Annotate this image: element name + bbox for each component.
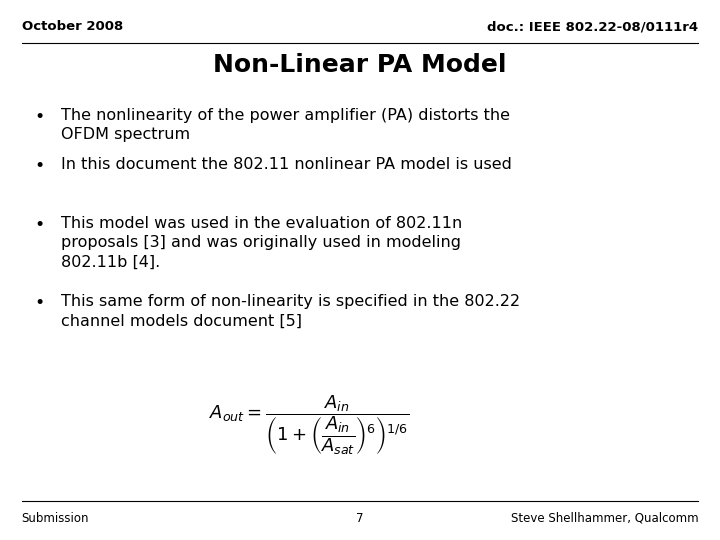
Text: Steve Shellhammer, Qualcomm: Steve Shellhammer, Qualcomm [510,512,698,525]
Text: October 2008: October 2008 [22,21,123,33]
Text: Non-Linear PA Model: Non-Linear PA Model [213,53,507,77]
Text: doc.: IEEE 802.22-08/0111r4: doc.: IEEE 802.22-08/0111r4 [487,21,698,33]
Text: The nonlinearity of the power amplifier (PA) distorts the
OFDM spectrum: The nonlinearity of the power amplifier … [61,108,510,142]
Text: This model was used in the evaluation of 802.11n
proposals [3] and was originall: This model was used in the evaluation of… [61,216,462,269]
Text: $A_{out} = \dfrac{A_{in}}{\left(1+\left(\dfrac{A_{in}}{A_{sat}}\right)^{6}\right: $A_{out} = \dfrac{A_{in}}{\left(1+\left(… [210,394,410,457]
Text: Submission: Submission [22,512,89,525]
Text: 7: 7 [356,512,364,525]
Text: This same form of non-linearity is specified in the 802.22
channel models docume: This same form of non-linearity is speci… [61,294,521,328]
Text: In this document the 802.11 nonlinear PA model is used: In this document the 802.11 nonlinear PA… [61,157,512,172]
Text: •: • [35,216,45,234]
Text: •: • [35,157,45,174]
Text: •: • [35,294,45,312]
Text: •: • [35,108,45,126]
